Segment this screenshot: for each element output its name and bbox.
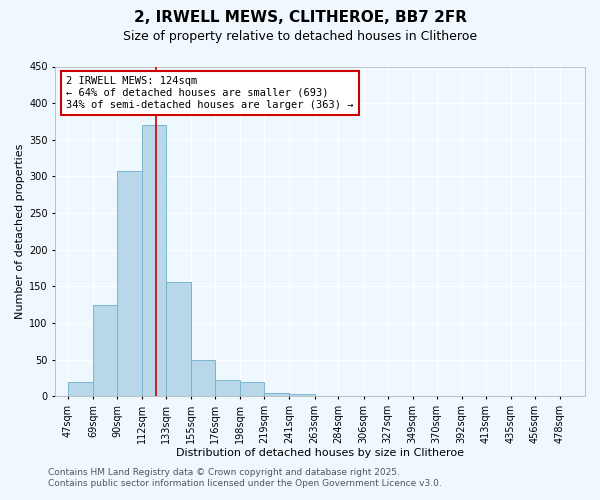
Y-axis label: Number of detached properties: Number of detached properties xyxy=(15,144,25,319)
Bar xyxy=(68,382,93,396)
Text: Contains HM Land Registry data © Crown copyright and database right 2025.
Contai: Contains HM Land Registry data © Crown c… xyxy=(48,468,442,487)
Bar xyxy=(93,304,117,396)
X-axis label: Distribution of detached houses by size in Clitheroe: Distribution of detached houses by size … xyxy=(176,448,464,458)
Text: 2, IRWELL MEWS, CLITHEROE, BB7 2FR: 2, IRWELL MEWS, CLITHEROE, BB7 2FR xyxy=(133,10,467,25)
Bar xyxy=(117,172,142,396)
Bar xyxy=(241,382,264,396)
Bar xyxy=(142,125,166,396)
Text: 2 IRWELL MEWS: 124sqm
← 64% of detached houses are smaller (693)
34% of semi-det: 2 IRWELL MEWS: 124sqm ← 64% of detached … xyxy=(66,76,353,110)
Bar xyxy=(264,392,289,396)
Text: Size of property relative to detached houses in Clitheroe: Size of property relative to detached ho… xyxy=(123,30,477,43)
Bar xyxy=(289,394,314,396)
Bar xyxy=(215,380,241,396)
Bar xyxy=(191,360,215,396)
Bar xyxy=(166,282,191,397)
